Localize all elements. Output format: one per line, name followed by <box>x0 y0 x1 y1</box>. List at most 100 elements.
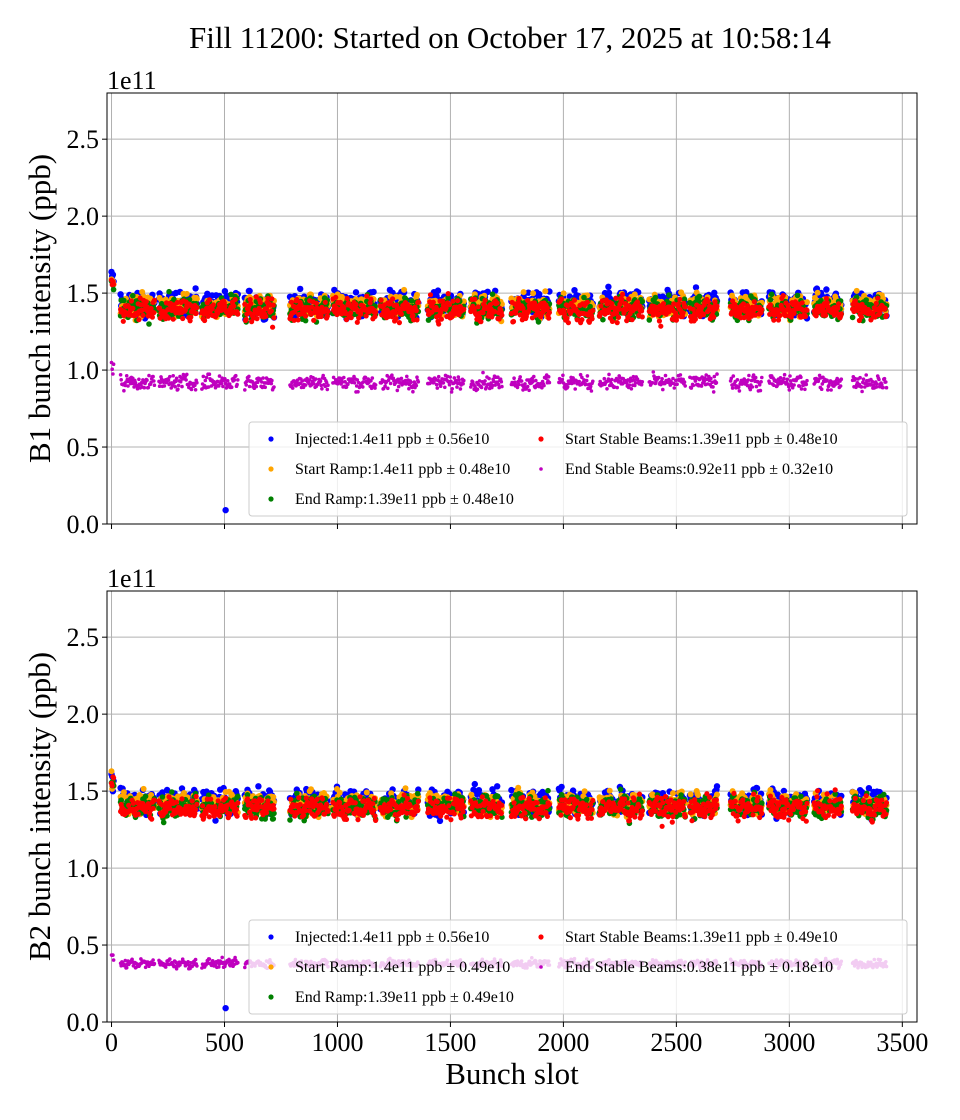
data-point <box>322 299 328 305</box>
data-point <box>614 320 620 326</box>
data-point <box>348 310 354 316</box>
data-point <box>247 384 252 389</box>
data-point <box>184 378 188 382</box>
data-point <box>682 304 688 310</box>
data-point <box>803 313 809 319</box>
data-point <box>759 307 765 313</box>
legend-marker <box>268 466 274 472</box>
legend-label: Injected:1.4e11 ppb ± 0.56e10 <box>295 431 489 448</box>
data-point <box>758 388 763 393</box>
data-point <box>771 317 777 323</box>
data-point <box>130 292 136 299</box>
y-tick-label: 2.5 <box>67 125 100 154</box>
data-point <box>883 312 890 319</box>
data-point <box>414 383 419 388</box>
data-point <box>272 385 276 389</box>
data-point <box>462 378 466 383</box>
data-point <box>677 296 683 302</box>
data-point <box>458 387 463 391</box>
data-point <box>829 388 833 392</box>
data-point <box>660 377 664 381</box>
data-point <box>221 288 229 295</box>
data-point <box>370 376 375 380</box>
data-point <box>746 378 750 382</box>
data-point <box>836 301 842 307</box>
data-point <box>799 375 803 380</box>
data-point <box>737 389 742 393</box>
data-point <box>640 380 645 384</box>
data-point <box>675 382 679 387</box>
legend-label: End Stable Beams:0.92e11 ppb ± 0.32e10 <box>565 461 833 478</box>
data-point <box>271 315 277 321</box>
data-point <box>678 373 683 377</box>
data-point <box>210 302 216 308</box>
data-point <box>663 373 668 378</box>
data-point <box>243 316 249 322</box>
data-point <box>447 382 452 387</box>
data-point <box>759 380 763 384</box>
data-point <box>450 387 455 391</box>
data-point <box>269 296 275 302</box>
data-point <box>626 296 632 302</box>
data-point <box>805 378 809 383</box>
data-point <box>194 305 200 311</box>
data-point <box>884 380 888 384</box>
data-point <box>760 375 764 380</box>
data-point <box>542 288 549 295</box>
data-point <box>517 382 521 387</box>
data-point <box>303 313 309 319</box>
data-point <box>487 376 491 381</box>
data-point <box>799 300 805 306</box>
data-point <box>873 300 879 306</box>
data-point <box>609 318 616 324</box>
data-point <box>416 380 421 384</box>
data-point <box>499 312 505 318</box>
data-point <box>804 382 809 387</box>
data-point <box>263 313 269 319</box>
data-point <box>877 377 881 382</box>
data-point <box>849 314 856 321</box>
data-point <box>396 384 401 389</box>
legend-label: Start Ramp:1.4e11 ppb ± 0.48e10 <box>295 461 510 478</box>
data-point <box>523 382 527 386</box>
legend: Injected:1.4e11 ppb ± 0.56e10 Start Ramp:… <box>248 421 908 517</box>
data-point <box>782 376 786 381</box>
data-point <box>700 312 707 318</box>
data-point <box>860 389 864 394</box>
data-point <box>257 300 263 306</box>
y-tick-label: 0.5 <box>67 433 100 462</box>
data-point <box>126 384 130 388</box>
data-point <box>325 387 330 392</box>
data-point <box>882 305 888 311</box>
data-point <box>565 320 572 326</box>
data-point <box>373 383 378 387</box>
data-point <box>151 374 155 379</box>
data-point <box>571 297 578 303</box>
data-point <box>607 372 611 377</box>
data-point <box>858 375 862 380</box>
data-point <box>146 321 152 327</box>
legend-label: Start Stable Beams:1.39e11 ppb ± 0.48e10 <box>565 431 838 448</box>
data-point <box>372 313 378 320</box>
data-point <box>627 383 632 387</box>
data-point <box>448 375 453 379</box>
data-point <box>438 316 444 322</box>
data-point <box>270 302 276 308</box>
legend-marker <box>539 467 543 471</box>
data-point <box>682 380 687 384</box>
data-point <box>120 318 126 324</box>
data-point <box>386 386 390 391</box>
data-point <box>204 375 209 380</box>
data-point <box>519 379 524 383</box>
data-point <box>434 287 442 294</box>
data-point <box>692 316 699 322</box>
data-point <box>768 291 775 298</box>
data-point <box>629 387 634 391</box>
data-point <box>193 295 200 302</box>
data-point <box>579 317 585 323</box>
data-point <box>651 370 656 374</box>
data-point <box>457 378 461 382</box>
data-point <box>352 381 357 385</box>
data-point <box>405 374 409 379</box>
